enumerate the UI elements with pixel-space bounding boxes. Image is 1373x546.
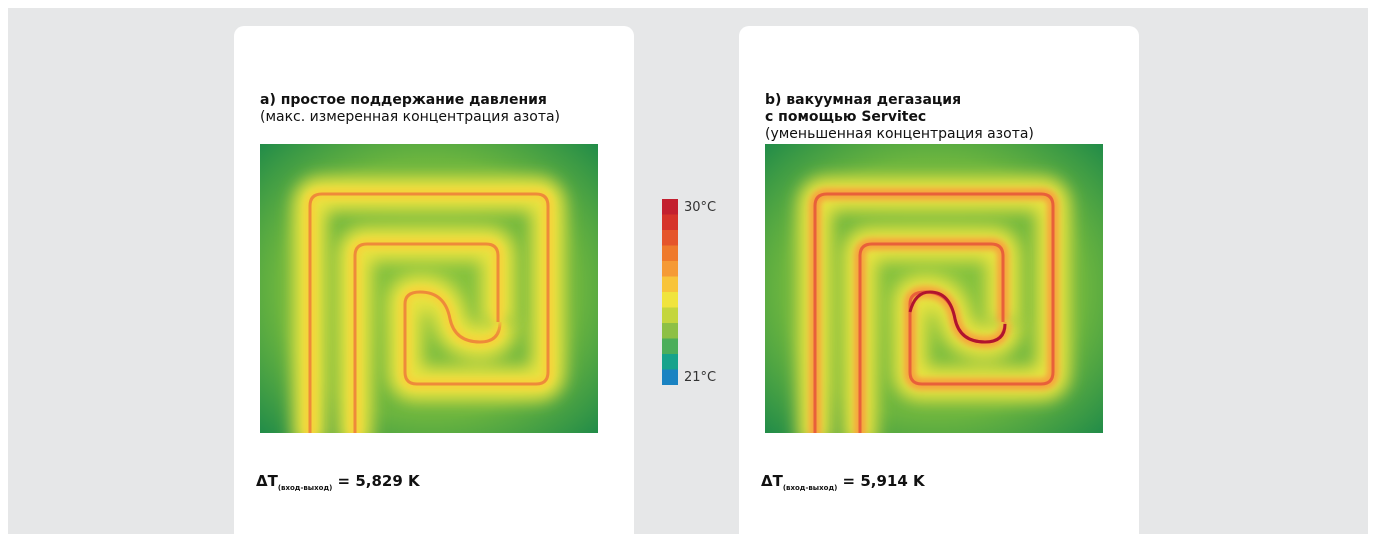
scale-step: [662, 230, 678, 246]
scale-step: [662, 307, 678, 324]
scale-step: [662, 354, 678, 370]
pipe: [308, 192, 550, 433]
scale-step: [662, 369, 678, 385]
delta-subscript: (вход-выход): [782, 484, 838, 492]
scale-step: [662, 323, 678, 339]
pipe: [353, 242, 500, 433]
pipe-hot: [908, 290, 1007, 344]
pipe: [858, 242, 1005, 433]
scale-step: [662, 261, 678, 277]
title-line: с помощью Servitec: [765, 109, 927, 125]
delta-value: = 5,829 K: [337, 472, 420, 490]
delta-formula: ΔT(вход-выход) = 5,914 K: [761, 472, 925, 492]
legend-max: 30°C: [684, 200, 717, 215]
scale-step: [662, 276, 678, 293]
legend-min: 21°C: [684, 370, 717, 385]
scale-step: [662, 199, 678, 215]
delta-formula: ΔT(вход-выход) = 5,829 K: [256, 472, 420, 492]
subtitle: (уменьшенная концентрация азота): [765, 126, 1034, 142]
panel-title: b) вакуумная дегазация с помощью Servitec…: [765, 92, 1034, 143]
panel-card: a) простое поддержание давления (макс. из…: [234, 26, 634, 546]
scale-step: [662, 292, 678, 308]
panel-card: b) вакуумная дегазация с помощью Servitec…: [739, 26, 1139, 546]
panel-title: a) простое поддержание давления (макс. из…: [260, 92, 560, 126]
delta-symbol: ΔT: [256, 472, 278, 490]
scale-step: [662, 245, 678, 262]
delta-symbol: ΔT: [761, 472, 783, 490]
delta-value: = 5,914 K: [842, 472, 925, 490]
thermal-image: [765, 144, 1103, 433]
page: a) простое поддержание давления (макс. из…: [8, 8, 1368, 534]
background: [8, 8, 1368, 534]
thermal-image: [260, 144, 598, 433]
title-line: a) простое поддержание давления: [260, 92, 547, 108]
color-scale: [662, 199, 678, 385]
delta-subscript: (вход-выход): [277, 484, 333, 492]
scale-step: [662, 214, 678, 231]
scale-step: [662, 338, 678, 355]
title-line: b) вакуумная дегазация: [765, 92, 962, 108]
subtitle: (макс. измеренная концентрация азота): [260, 109, 561, 125]
